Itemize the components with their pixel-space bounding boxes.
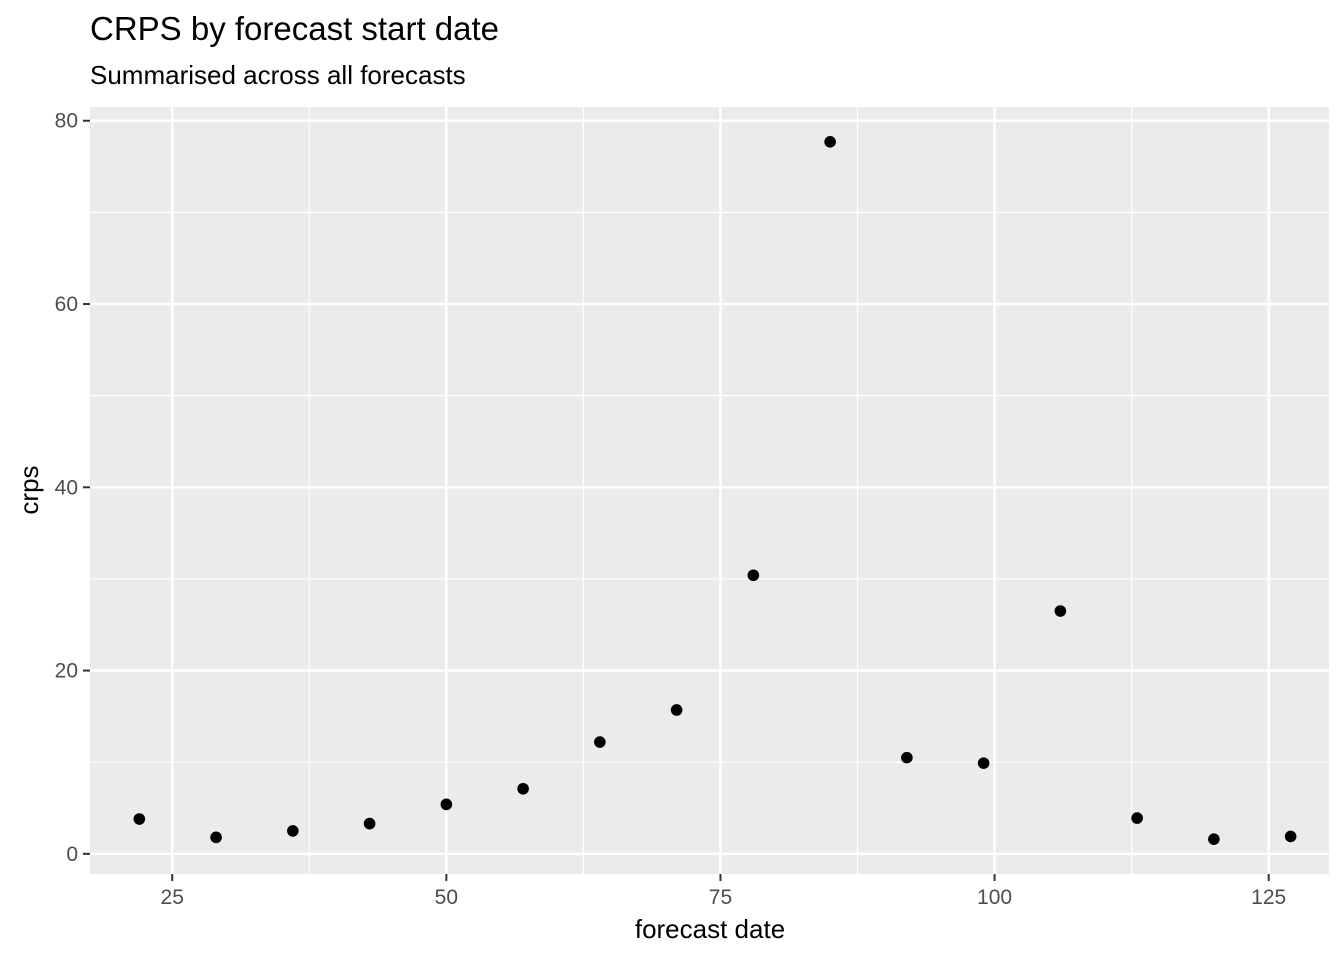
x-axis-title: forecast date	[635, 914, 785, 944]
data-point	[594, 736, 606, 748]
x-tick-label: 100	[977, 886, 1012, 909]
plot-panel	[90, 107, 1329, 874]
data-point	[977, 757, 990, 769]
data-point	[210, 831, 222, 844]
data-point	[440, 798, 453, 811]
data-point	[747, 569, 760, 582]
data-points	[133, 136, 1297, 845]
data-point	[901, 751, 913, 764]
data-point	[363, 817, 376, 830]
y-axis-title: crps	[14, 465, 44, 514]
major-gridlines	[90, 107, 1329, 874]
y-axis: 0 20 40 60 80	[55, 110, 90, 866]
data-point	[1284, 830, 1297, 843]
data-point	[1208, 833, 1220, 845]
data-point	[517, 782, 529, 795]
y-tick-label: 0	[66, 843, 78, 866]
x-axis: 25 50 75 100 125	[161, 874, 1286, 909]
y-tick-label: 80	[55, 110, 78, 133]
y-tick-label: 60	[55, 293, 78, 316]
x-tick-label: 75	[709, 886, 732, 909]
data-point	[824, 136, 836, 148]
data-point	[1054, 605, 1067, 617]
y-tick-label: 40	[55, 476, 78, 499]
data-point	[670, 704, 683, 716]
chart-title: CRPS by forecast start date	[90, 10, 499, 47]
y-tick-label: 20	[55, 660, 78, 683]
data-point	[133, 813, 146, 825]
x-tick-label: 25	[161, 886, 184, 909]
chart-subtitle: Summarised across all forecasts	[90, 60, 466, 90]
x-tick-label: 50	[435, 886, 458, 909]
data-point	[1131, 812, 1143, 824]
minor-gridlines	[90, 107, 1329, 874]
x-tick-label: 125	[1251, 886, 1286, 909]
data-point	[287, 825, 299, 837]
